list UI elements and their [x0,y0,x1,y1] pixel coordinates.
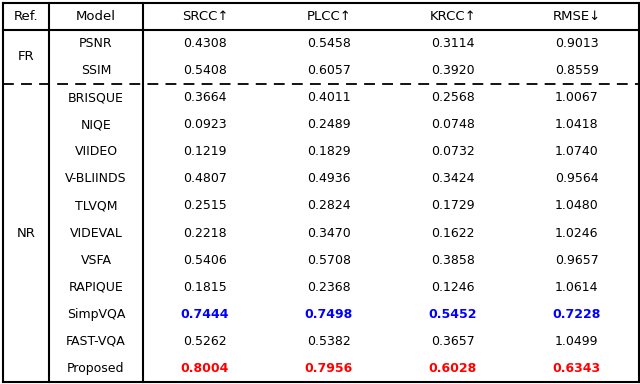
Text: Model: Model [76,10,116,23]
Text: 0.1219: 0.1219 [183,145,227,158]
Text: 0.3920: 0.3920 [431,64,475,77]
Text: 0.3858: 0.3858 [431,254,475,266]
Text: 0.3664: 0.3664 [183,91,227,104]
Text: PSNR: PSNR [79,37,113,50]
Text: 0.3424: 0.3424 [431,172,475,185]
Text: BRISQUE: BRISQUE [68,91,124,104]
Text: 0.1815: 0.1815 [183,281,227,294]
Text: 0.6028: 0.6028 [429,362,477,375]
Text: 0.0748: 0.0748 [431,118,475,131]
Text: 0.9657: 0.9657 [555,254,598,266]
Text: SSIM: SSIM [81,64,111,77]
Text: VIIDEO: VIIDEO [74,145,118,158]
Text: 0.9013: 0.9013 [555,37,598,50]
Text: KRCC↑: KRCC↑ [429,10,476,23]
Text: Proposed: Proposed [67,362,125,375]
Text: 0.6057: 0.6057 [307,64,351,77]
Text: 0.5406: 0.5406 [183,254,227,266]
Text: PLCC↑: PLCC↑ [307,10,351,23]
Text: RMSE↓: RMSE↓ [552,10,601,23]
Text: 0.5458: 0.5458 [307,37,351,50]
Text: 0.2824: 0.2824 [307,199,351,212]
Text: V-BLIINDS: V-BLIINDS [65,172,127,185]
Text: FAST-VQA: FAST-VQA [66,335,126,348]
Text: NR: NR [17,227,35,240]
Text: 0.2568: 0.2568 [431,91,475,104]
Text: 0.5408: 0.5408 [183,64,227,77]
Text: 1.0067: 1.0067 [555,91,598,104]
Text: 0.5262: 0.5262 [183,335,227,348]
Text: VSFA: VSFA [81,254,111,266]
Text: VIDEVAL: VIDEVAL [70,227,122,240]
Text: 0.7498: 0.7498 [305,308,353,321]
Text: 0.5452: 0.5452 [429,308,477,321]
Text: 1.0740: 1.0740 [555,145,598,158]
Text: 1.0499: 1.0499 [555,335,598,348]
Text: 0.4936: 0.4936 [307,172,351,185]
Text: Ref.: Ref. [14,10,38,23]
Text: 0.8004: 0.8004 [180,362,229,375]
Text: 0.7444: 0.7444 [180,308,229,321]
Text: 0.5382: 0.5382 [307,335,351,348]
Text: 0.2218: 0.2218 [183,227,227,240]
Text: SimpVQA: SimpVQA [67,308,125,321]
Text: 0.1622: 0.1622 [431,227,475,240]
Text: 0.4011: 0.4011 [307,91,351,104]
Text: 0.8559: 0.8559 [555,64,598,77]
Text: 0.1246: 0.1246 [431,281,475,294]
Text: NIQE: NIQE [81,118,111,131]
Text: 0.2368: 0.2368 [307,281,351,294]
Text: FR: FR [18,50,35,63]
Text: 1.0614: 1.0614 [555,281,598,294]
Text: 1.0480: 1.0480 [555,199,598,212]
Text: TLVQM: TLVQM [75,199,117,212]
Text: 0.7956: 0.7956 [305,362,353,375]
Text: 1.0418: 1.0418 [555,118,598,131]
Text: 0.7228: 0.7228 [552,308,601,321]
Text: 0.4308: 0.4308 [183,37,227,50]
Text: 0.1829: 0.1829 [307,145,351,158]
Text: 0.6343: 0.6343 [553,362,601,375]
Text: 0.3657: 0.3657 [431,335,475,348]
Text: 0.3470: 0.3470 [307,227,351,240]
Text: 0.0732: 0.0732 [431,145,475,158]
Text: 0.5708: 0.5708 [307,254,351,266]
Text: 0.1729: 0.1729 [431,199,475,212]
Text: 0.3114: 0.3114 [431,37,475,50]
Text: SRCC↑: SRCC↑ [182,10,228,23]
Text: 0.9564: 0.9564 [555,172,598,185]
Text: 0.4807: 0.4807 [183,172,227,185]
Text: RAPIQUE: RAPIQUE [68,281,124,294]
Text: 0.0923: 0.0923 [183,118,227,131]
Text: 0.2489: 0.2489 [307,118,351,131]
Text: 0.2515: 0.2515 [183,199,227,212]
Text: 1.0246: 1.0246 [555,227,598,240]
